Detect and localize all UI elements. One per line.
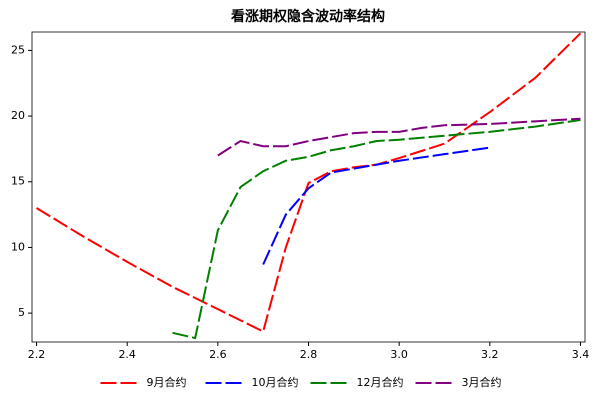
y-tick-label: 10	[11, 240, 25, 253]
x-tick-label: 3.2	[481, 348, 499, 361]
legend-label: 3月合约	[462, 375, 502, 389]
x-tick-label: 2.8	[300, 348, 318, 361]
legend-label: 10月合约	[252, 375, 299, 389]
legend-label: 12月合约	[357, 375, 404, 389]
series-line	[172, 119, 581, 340]
y-tick-label: 5	[18, 306, 25, 319]
x-tick-label: 2.6	[209, 348, 227, 361]
legend-label: 9月合约	[147, 375, 187, 389]
y-tick-label: 25	[11, 43, 25, 56]
x-tick-label: 3.4	[572, 348, 590, 361]
chart-title: 看涨期权隐含波动率结构	[230, 8, 385, 25]
plot-frame	[31, 31, 586, 343]
y-tick-label: 20	[11, 109, 25, 122]
x-tick-label: 3.0	[390, 348, 408, 361]
y-tick-label: 15	[11, 175, 25, 188]
x-tick-label: 2.4	[118, 348, 136, 361]
series-line	[36, 32, 582, 333]
x-tick-label: 2.2	[28, 348, 46, 361]
series-line	[217, 117, 581, 157]
series-line	[262, 146, 490, 265]
